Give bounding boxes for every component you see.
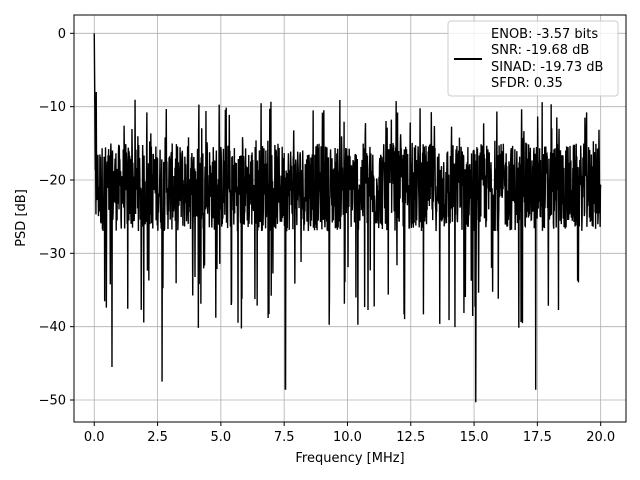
psd-trace-group xyxy=(93,33,602,403)
x-tick-label: 10.0 xyxy=(333,430,362,445)
legend-entry-enob: ENOB: -3.57 bits xyxy=(491,27,598,42)
legend-entry-sinad: SINAD: -19.73 dB xyxy=(491,60,603,75)
x-axis-ticks: 0.0 2.5 5.0 7.5 10.0 12.5 15.0 17.5 20.0 xyxy=(84,422,615,445)
legend: ENOB: -3.57 bits SNR: -19.68 dB SINAD: -… xyxy=(447,20,619,97)
legend-box xyxy=(447,20,619,97)
y-tick-label: 0 xyxy=(58,27,66,42)
x-tick-label: 0.0 xyxy=(84,430,105,445)
y-axis-ticks: 0 −10 −20 −30 −40 −50 xyxy=(39,27,74,409)
y-tick-label: −50 xyxy=(39,394,66,409)
y-tick-label: −20 xyxy=(39,174,66,189)
x-tick-label: 7.5 xyxy=(274,430,295,445)
x-axis-label: Frequency [MHz] xyxy=(295,451,404,466)
legend-entry-sfdr: SFDR: 0.35 xyxy=(491,76,563,91)
x-tick-label: 17.5 xyxy=(523,430,552,445)
legend-entry-snr: SNR: -19.68 dB xyxy=(491,43,589,58)
plot-frame xyxy=(73,14,627,423)
x-tick-label: 20.0 xyxy=(586,430,615,445)
y-tick-label: −10 xyxy=(39,100,66,115)
y-axis-label: PSD [dB] xyxy=(14,189,29,247)
x-tick-label: 2.5 xyxy=(147,430,168,445)
x-tick-label: 15.0 xyxy=(460,430,489,445)
x-tick-label: 5.0 xyxy=(211,430,232,445)
y-tick-label: −30 xyxy=(39,247,66,262)
y-tick-label: −40 xyxy=(39,320,66,335)
x-tick-label: 12.5 xyxy=(396,430,425,445)
psd-series-line xyxy=(93,33,602,403)
